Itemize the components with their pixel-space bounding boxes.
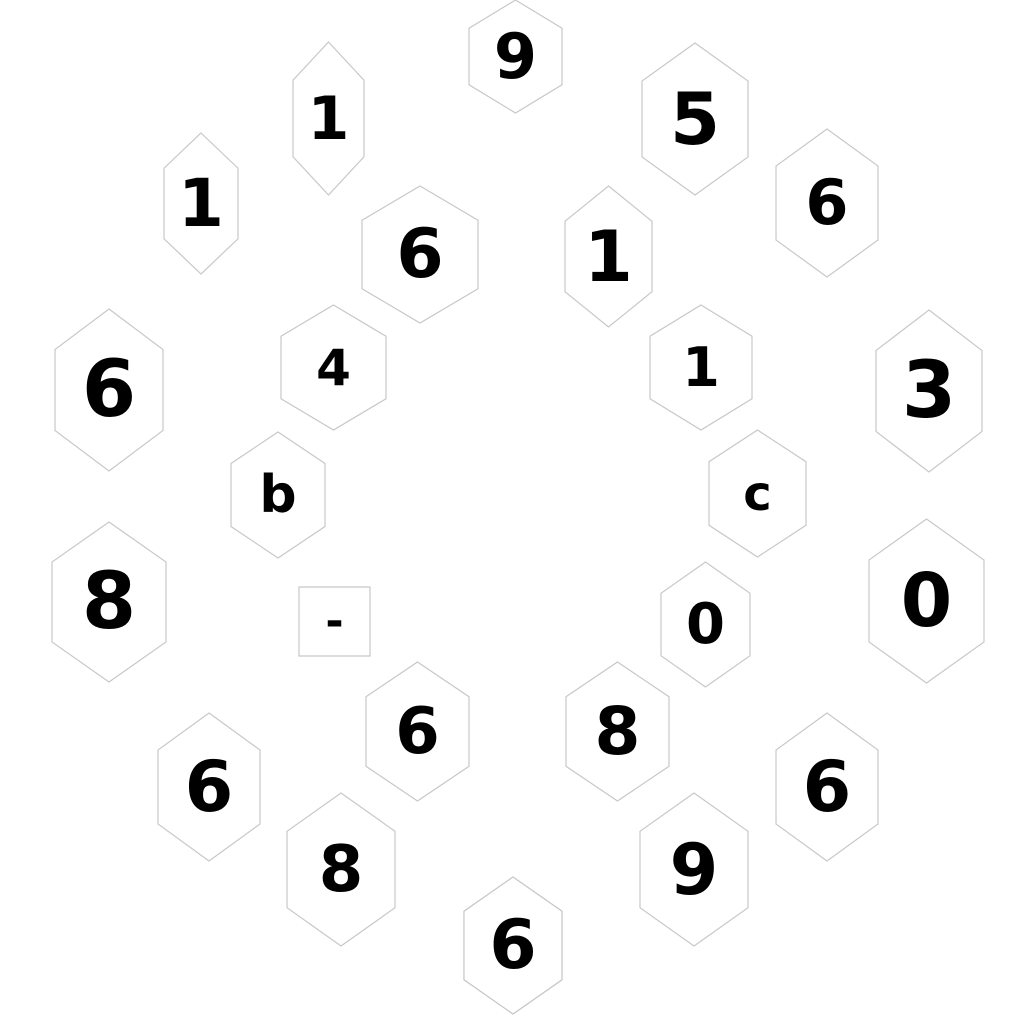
hexagon-tile: 1 [292, 41, 365, 196]
hexagon-shape [649, 304, 753, 431]
tile-digit: 6 [184, 746, 234, 828]
hexagon-shape [565, 661, 670, 802]
hexagon-tile: 8 [565, 661, 670, 802]
hexagon-shape [463, 876, 563, 1015]
tile-digit: 8 [318, 832, 364, 907]
hexagon-shape [708, 429, 807, 558]
tile-digit: 6 [395, 694, 440, 769]
tile-digit: 8 [594, 692, 641, 770]
hexagon-shape [365, 661, 470, 802]
hexagon-shape [660, 561, 751, 688]
hexagon-tile: 4 [280, 304, 387, 431]
tile-digit: 5 [669, 77, 721, 161]
tile-digit: 1 [682, 335, 720, 399]
hexagon-tile: 0 [660, 561, 751, 688]
tile-digit: 6 [802, 746, 852, 828]
hexagon-shape [361, 185, 479, 324]
hexagon-tile: 1 [163, 132, 239, 275]
hexagon-shape [54, 308, 164, 472]
tile-digit: - [325, 595, 344, 647]
tile-digit: 9 [669, 828, 719, 911]
hexagon-tile: 0 [868, 518, 985, 684]
tile-digit: 8 [81, 557, 137, 647]
tile-digit: c [743, 465, 772, 522]
tile-digit: 3 [901, 346, 957, 436]
tile-digit: 9 [493, 19, 538, 93]
hexagon-tile: 1 [564, 185, 653, 328]
tile-digit: 6 [805, 166, 849, 239]
hexagon-shape [775, 128, 879, 278]
tile-digit: 1 [307, 83, 350, 154]
hexagon-tile: 6 [54, 308, 164, 472]
tile-digit: 0 [686, 591, 725, 657]
hexagon-shape [51, 521, 167, 683]
hexagon-shape [163, 132, 239, 275]
hexagon-shape [292, 41, 365, 196]
hexagon-tile: c [708, 429, 807, 558]
hexagon-tile: - [298, 586, 371, 657]
tile-digit: 6 [81, 345, 137, 435]
tile-digit: 1 [584, 215, 633, 298]
hexagon-tile: 8 [51, 521, 167, 683]
hexagon-shape [868, 518, 985, 684]
hexagon-shape [298, 586, 371, 657]
hexagon-shape [230, 431, 326, 559]
tile-digit: 4 [316, 338, 351, 397]
hexagon-tile: 6 [157, 712, 261, 862]
hexagon-shape [468, 0, 563, 114]
hexagon-tile: 3 [875, 309, 983, 473]
hexagon-tile: b [230, 431, 326, 559]
hexagon-shape [641, 42, 749, 196]
hexagon-tile: 6 [361, 185, 479, 324]
hexagon-tile: 6 [775, 712, 879, 862]
hexagon-shape [875, 309, 983, 473]
hexagon-tile: 6 [365, 661, 470, 802]
hexagon-shape [286, 792, 396, 947]
tile-digit: 6 [396, 214, 444, 294]
hexagon-tile: 1 [649, 304, 753, 431]
hexagon-shape [775, 712, 879, 862]
tile-digit: b [259, 465, 297, 525]
hexagon-tile: 6 [775, 128, 879, 278]
hexagon-tile: 9 [639, 792, 749, 947]
tile-digit: 6 [489, 905, 537, 985]
tile-digit: 1 [178, 164, 224, 242]
hexagon-tile: 6 [463, 876, 563, 1015]
hexagon-shape [564, 185, 653, 328]
tile-digit: 0 [900, 558, 953, 644]
hexagon-tile: 9 [468, 0, 563, 114]
hexagon-shape [157, 712, 261, 862]
hexagon-tile: 5 [641, 42, 749, 196]
hexagon-shape [639, 792, 749, 947]
hexagon-tile: 8 [286, 792, 396, 947]
hexagon-shape [280, 304, 387, 431]
